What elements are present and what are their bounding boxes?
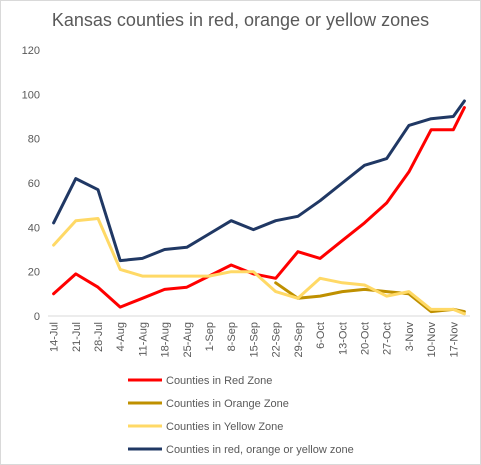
x-tick-label: 6-Oct: [315, 322, 327, 349]
chart-axes: 0 20 40 60 80 100 120 14-Jul 21-Jul 28-Jul 4-Aug 11…: [22, 45, 470, 357]
x-tick-label: 13-Oct: [337, 322, 349, 355]
legend-label: Counties in Orange Zone: [166, 398, 289, 410]
x-tick-label: 3-Nov: [404, 322, 416, 352]
x-tick-label: 28-Jul: [93, 322, 105, 352]
x-tick-label: 8-Sep: [226, 322, 238, 351]
x-tick-label: 4-Aug: [115, 322, 127, 351]
x-tick-label: 14-Jul: [49, 322, 61, 352]
legend-label: Counties in red, orange or yellow zone: [166, 444, 354, 456]
x-tick-label: 1-Sep: [204, 322, 216, 351]
legend-label: Counties in Red Zone: [166, 375, 272, 387]
x-tick-label: 10-Nov: [426, 322, 438, 358]
x-tick-label: 20-Oct: [360, 322, 372, 355]
legend-label: Counties in Yellow Zone: [166, 421, 283, 433]
y-tick-label: 100: [22, 89, 40, 101]
y-tick-label: 120: [22, 45, 40, 57]
series-line-3: [52, 99, 466, 263]
x-tick-label: 25-Aug: [182, 322, 194, 357]
chart-legend: Counties in Red Zone Counties in Orange Z…: [128, 375, 354, 456]
x-tick-label: 11-Aug: [137, 322, 149, 357]
x-tick-label: 15-Sep: [248, 322, 260, 357]
x-tick-label: 29-Sep: [293, 322, 305, 357]
y-tick-label: 60: [28, 178, 40, 190]
y-tick-label: 40: [28, 222, 40, 234]
y-tick-label: 20: [28, 267, 40, 279]
x-tick-label: 18-Aug: [160, 322, 172, 357]
series-line-2: [52, 217, 466, 316]
x-tick-label: 22-Sep: [271, 322, 283, 357]
chart-title: Kansas counties in red, orange or yellow…: [51, 10, 430, 30]
x-tick-label: 21-Jul: [71, 322, 83, 352]
x-tick-label: 27-Oct: [382, 322, 394, 355]
series-layer: [52, 99, 466, 316]
series-line-0: [52, 106, 466, 309]
x-tick-label: 17-Nov: [448, 322, 460, 358]
y-tick-label: 80: [28, 134, 40, 146]
y-tick-label: 0: [34, 311, 40, 323]
